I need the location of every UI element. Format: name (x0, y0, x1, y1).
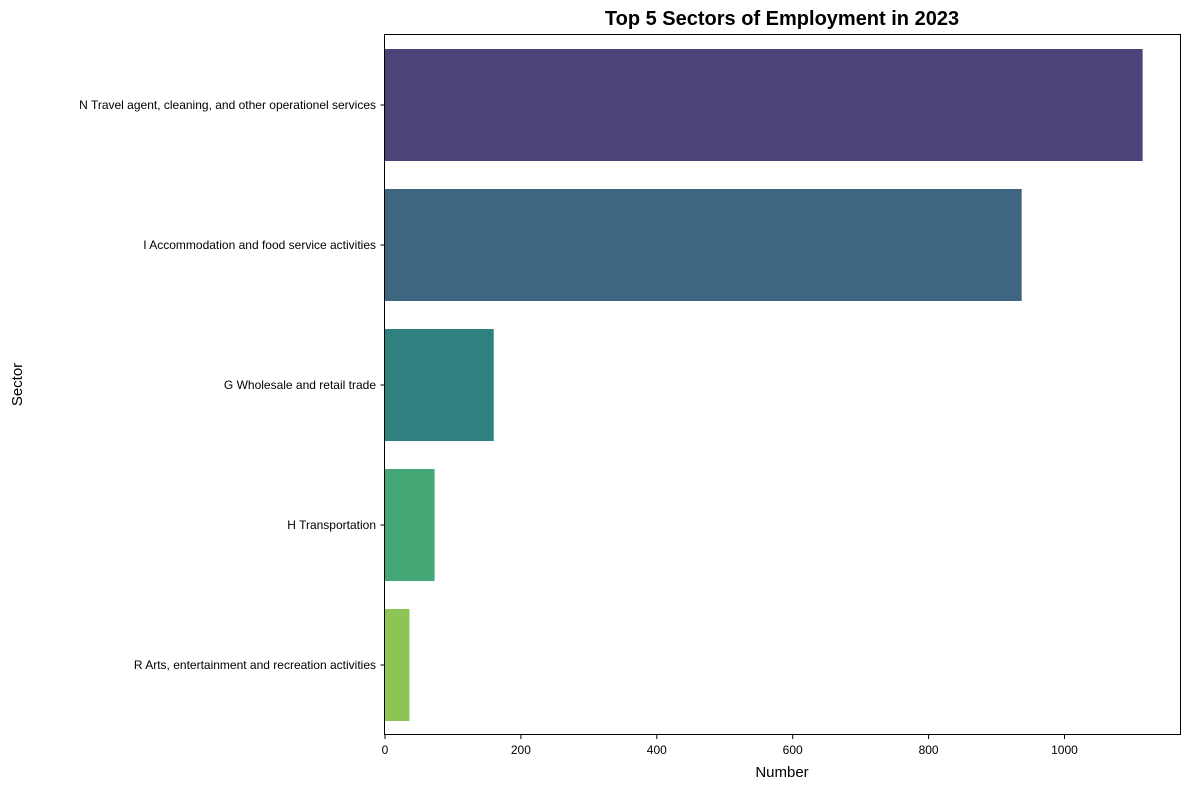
x-tick-label: 600 (783, 743, 803, 757)
y-tick-label: H Transportation (287, 518, 376, 532)
y-axis-label: Sector (9, 363, 26, 406)
x-tick-label: 0 (382, 743, 389, 757)
x-tick-label: 800 (919, 743, 939, 757)
x-tick-label: 1000 (1051, 743, 1078, 757)
x-tick-label: 200 (511, 743, 531, 757)
x-axis-label: Number (755, 764, 808, 781)
bar-2 (385, 189, 1022, 301)
y-tick-label: N Travel agent, cleaning, and other oper… (79, 98, 376, 112)
y-tick-label: I Accommodation and food service activit… (143, 238, 376, 252)
y-axis-ticks: N Travel agent, cleaning, and other oper… (79, 98, 385, 672)
bar-5 (385, 609, 410, 721)
y-tick-label: G Wholesale and retail trade (224, 378, 376, 392)
chart-title: Top 5 Sectors of Employment in 2023 (605, 8, 959, 30)
bars-group (385, 49, 1143, 721)
bar-4 (385, 469, 435, 581)
y-tick-label: R Arts, entertainment and recreation act… (134, 658, 376, 672)
plot-frame (384, 34, 1181, 735)
bar-1 (385, 49, 1143, 161)
x-axis-ticks: 0 200 400 600 800 1000 (382, 734, 1078, 757)
x-tick-label: 400 (647, 743, 667, 757)
bar-3 (385, 329, 494, 441)
